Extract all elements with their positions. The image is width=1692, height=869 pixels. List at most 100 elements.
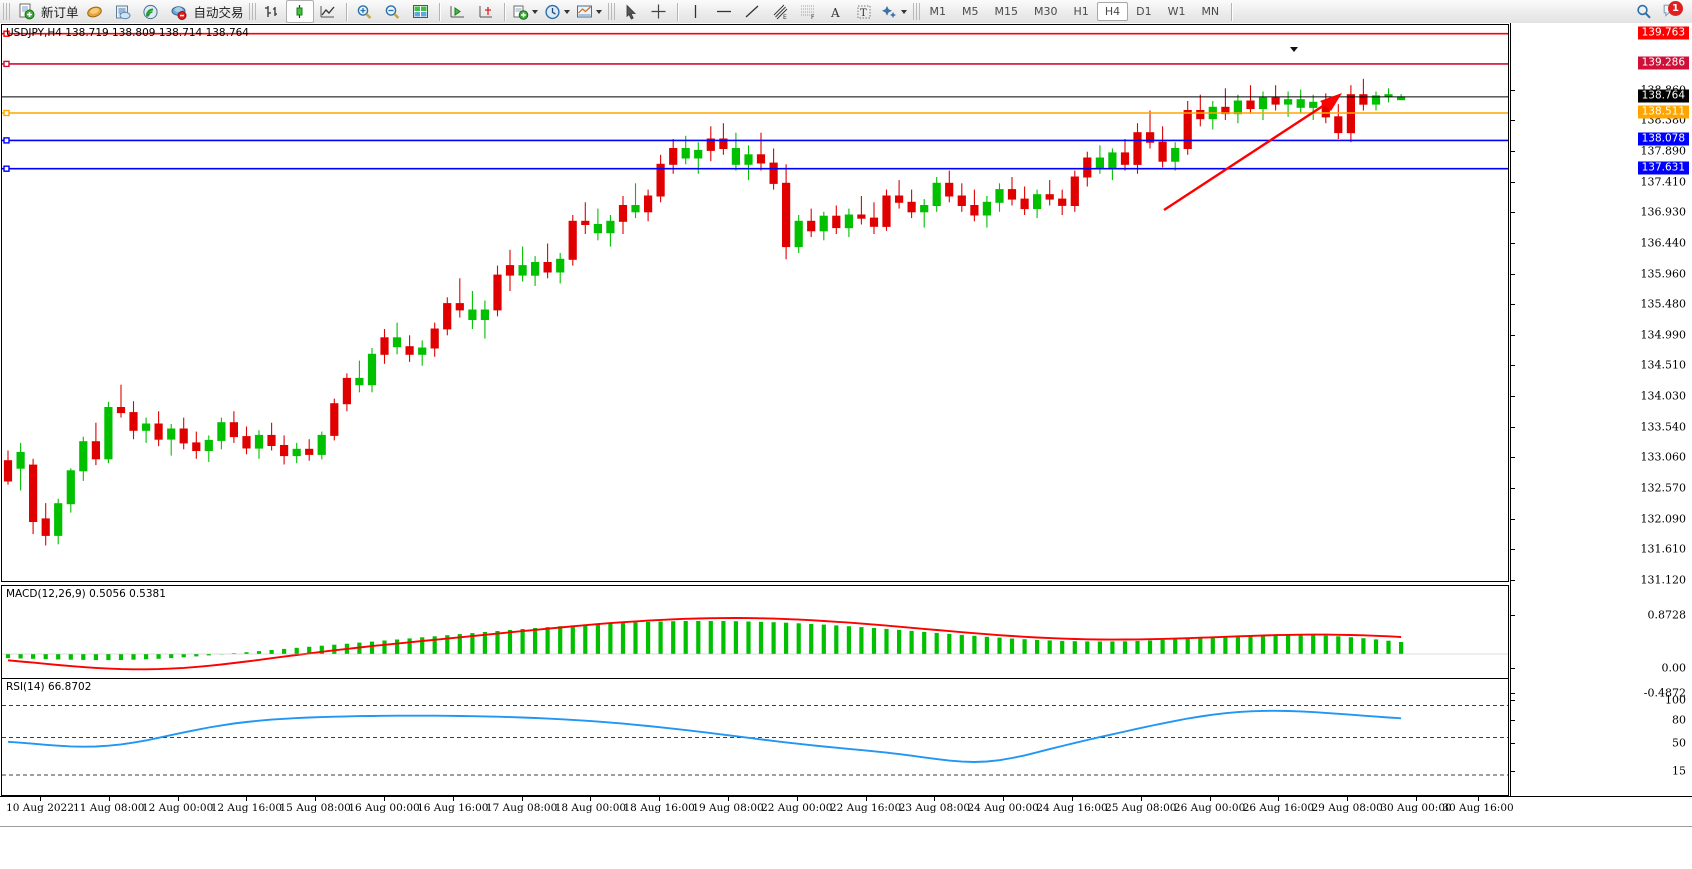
macd-series bbox=[2, 617, 1508, 671]
search-button[interactable] bbox=[1630, 0, 1658, 23]
time-tick-label: 18 Aug 00:00 bbox=[554, 802, 627, 814]
period-caret-icon[interactable] bbox=[563, 9, 570, 14]
macd-tick-mark bbox=[1511, 615, 1515, 616]
macd-tick-label: -0.4872 bbox=[1643, 686, 1686, 700]
chart-shift-button[interactable] bbox=[444, 0, 472, 23]
time-tick-label: 12 Aug 00:00 bbox=[141, 802, 214, 814]
price-label-pivot-level[interactable]: 138.511 bbox=[1637, 105, 1689, 119]
price-tick-label: 136.930 bbox=[1640, 205, 1687, 219]
toolbar-separator-1 bbox=[345, 2, 347, 21]
new-order-icon bbox=[19, 3, 34, 20]
price-pane[interactable]: USDJPY,H4 138.719 138.809 138.714 138.76… bbox=[1, 24, 1509, 582]
macd-tick-label: 0.8728 bbox=[1647, 608, 1687, 622]
equidistant-channel-button[interactable]: E bbox=[766, 0, 794, 23]
price-tick-label: 131.610 bbox=[1640, 542, 1687, 556]
line-chart-button[interactable] bbox=[314, 0, 342, 23]
price-label-support-lower[interactable]: 137.631 bbox=[1637, 161, 1689, 175]
trend-arrow-annotation[interactable] bbox=[2, 25, 1508, 581]
period-button[interactable] bbox=[541, 0, 573, 23]
timeframe-m5[interactable]: M5 bbox=[962, 5, 979, 18]
timeframe-m15[interactable]: M15 bbox=[994, 5, 1019, 18]
time-tick-mark bbox=[1278, 797, 1280, 801]
macd-pane[interactable]: MACD(12,26,9) 0.5056 0.5381 bbox=[1, 585, 1509, 695]
add-indicator-button[interactable] bbox=[509, 0, 541, 23]
objects-icon bbox=[881, 5, 896, 18]
time-tick-label: 18 Aug 16:00 bbox=[623, 802, 695, 814]
timeframe-d1[interactable]: D1 bbox=[1136, 5, 1152, 18]
objects-button[interactable] bbox=[878, 0, 910, 23]
crosshair-button[interactable] bbox=[645, 0, 673, 23]
trend-line-button[interactable] bbox=[738, 0, 766, 23]
profile-button[interactable] bbox=[81, 0, 109, 23]
price-tick-label: 132.570 bbox=[1640, 481, 1687, 495]
cloud-button[interactable] bbox=[109, 0, 137, 23]
time-tick-label: 10 Aug 2022 bbox=[6, 802, 74, 814]
chart-title: USDJPY,H4 138.719 138.809 138.714 138.76… bbox=[6, 27, 249, 39]
line-chart-icon bbox=[320, 6, 335, 18]
time-tick-mark bbox=[728, 797, 729, 801]
zoom-in-button[interactable] bbox=[351, 0, 379, 23]
price-scale[interactable]: 138.860138.380137.890137.410136.930136.4… bbox=[1510, 23, 1692, 798]
auto-trading-button[interactable] bbox=[165, 0, 193, 23]
price-tick-label: 134.030 bbox=[1640, 389, 1687, 403]
price-tick-label: 136.440 bbox=[1640, 236, 1687, 250]
main-toolbar: 新订单 自动交易 bbox=[0, 0, 1692, 24]
add-indicator-caret-icon[interactable] bbox=[531, 9, 538, 14]
toolbar-grip-4[interactable] bbox=[912, 3, 920, 20]
timeframe-mn[interactable]: MN bbox=[1201, 5, 1220, 18]
cursor-button[interactable] bbox=[617, 0, 645, 23]
templates-button[interactable] bbox=[573, 0, 605, 23]
objects-caret-icon[interactable] bbox=[900, 9, 907, 14]
time-tick-label: 26 Aug 00:00 bbox=[1173, 802, 1246, 814]
price-tick-label: 137.890 bbox=[1640, 144, 1687, 158]
price-tick-mark bbox=[1511, 549, 1515, 550]
timeframe-m1[interactable]: M1 bbox=[929, 5, 947, 18]
vertical-line-button[interactable] bbox=[682, 0, 710, 23]
toolbar-grip-2[interactable] bbox=[248, 3, 256, 20]
timeframe-h4[interactable]: H4 bbox=[1096, 2, 1129, 21]
bar-chart-button[interactable] bbox=[258, 0, 286, 23]
templates-caret-icon[interactable] bbox=[595, 9, 602, 14]
timeframe-w1[interactable]: W1 bbox=[1167, 5, 1186, 18]
time-tick-label: 24 Aug 16:00 bbox=[1036, 802, 1108, 814]
horizontal-line-button[interactable] bbox=[710, 0, 738, 23]
price-tick-mark bbox=[1511, 426, 1515, 428]
price-tick-mark bbox=[1511, 457, 1515, 459]
time-tick-label: 22 Aug 16:00 bbox=[829, 802, 902, 814]
rsi-tick-label: 15 bbox=[1672, 764, 1686, 778]
price-label-support-upper[interactable]: 138.078 bbox=[1637, 132, 1689, 146]
rsi-label: RSI(14) 66.8702 bbox=[6, 681, 92, 693]
time-tick-label: 25 Aug 08:00 bbox=[1105, 802, 1177, 814]
signal-button[interactable] bbox=[137, 0, 165, 23]
time-tick-label: 26 Aug 16:00 bbox=[1242, 802, 1315, 814]
time-tick-label: 19 Aug 08:00 bbox=[692, 802, 764, 814]
toolbar-grip-3[interactable] bbox=[607, 3, 615, 20]
toolbar-grip-1[interactable] bbox=[3, 3, 10, 20]
timeframe-h1[interactable]: H1 bbox=[1073, 5, 1089, 18]
chat-button[interactable]: 1 bbox=[1658, 0, 1686, 23]
time-tick-mark bbox=[590, 797, 592, 801]
auto-trading-label: 自动交易 bbox=[193, 5, 244, 20]
price-tick-mark bbox=[1511, 580, 1515, 581]
rsi-tick-mark bbox=[1511, 743, 1515, 744]
time-tick-label: 23 Aug 08:00 bbox=[898, 802, 971, 814]
grid-button[interactable] bbox=[407, 0, 435, 23]
price-level-lines[interactable] bbox=[2, 25, 1508, 581]
time-scale[interactable]: 10 Aug 2022 11 Aug 08:00 12 Aug 00:00 12 Au… bbox=[0, 796, 1692, 826]
chart-scroll-caret-icon[interactable] bbox=[1290, 47, 1298, 52]
fibonacci-button[interactable]: F bbox=[794, 0, 822, 23]
autoscroll-button[interactable] bbox=[472, 0, 500, 23]
rsi-pane[interactable]: RSI(14) 66.8702 bbox=[1, 678, 1509, 796]
text-label-button[interactable]: A bbox=[822, 0, 850, 23]
svg-text:A: A bbox=[830, 6, 840, 20]
price-label-current-price[interactable]: 138.764 bbox=[1637, 89, 1689, 103]
new-order-button[interactable] bbox=[12, 0, 40, 23]
rsi-tick-mark bbox=[1511, 700, 1515, 701]
zoom-out-button[interactable] bbox=[379, 0, 407, 23]
text-box-button[interactable]: T bbox=[850, 0, 878, 23]
timeframe-m30[interactable]: M30 bbox=[1034, 5, 1058, 18]
rsi-series bbox=[2, 705, 1508, 776]
price-label-resistance-upper[interactable]: 139.763 bbox=[1637, 26, 1689, 40]
price-label-resistance-lower[interactable]: 139.286 bbox=[1637, 56, 1689, 70]
candlestick-chart-button[interactable] bbox=[285, 0, 314, 23]
